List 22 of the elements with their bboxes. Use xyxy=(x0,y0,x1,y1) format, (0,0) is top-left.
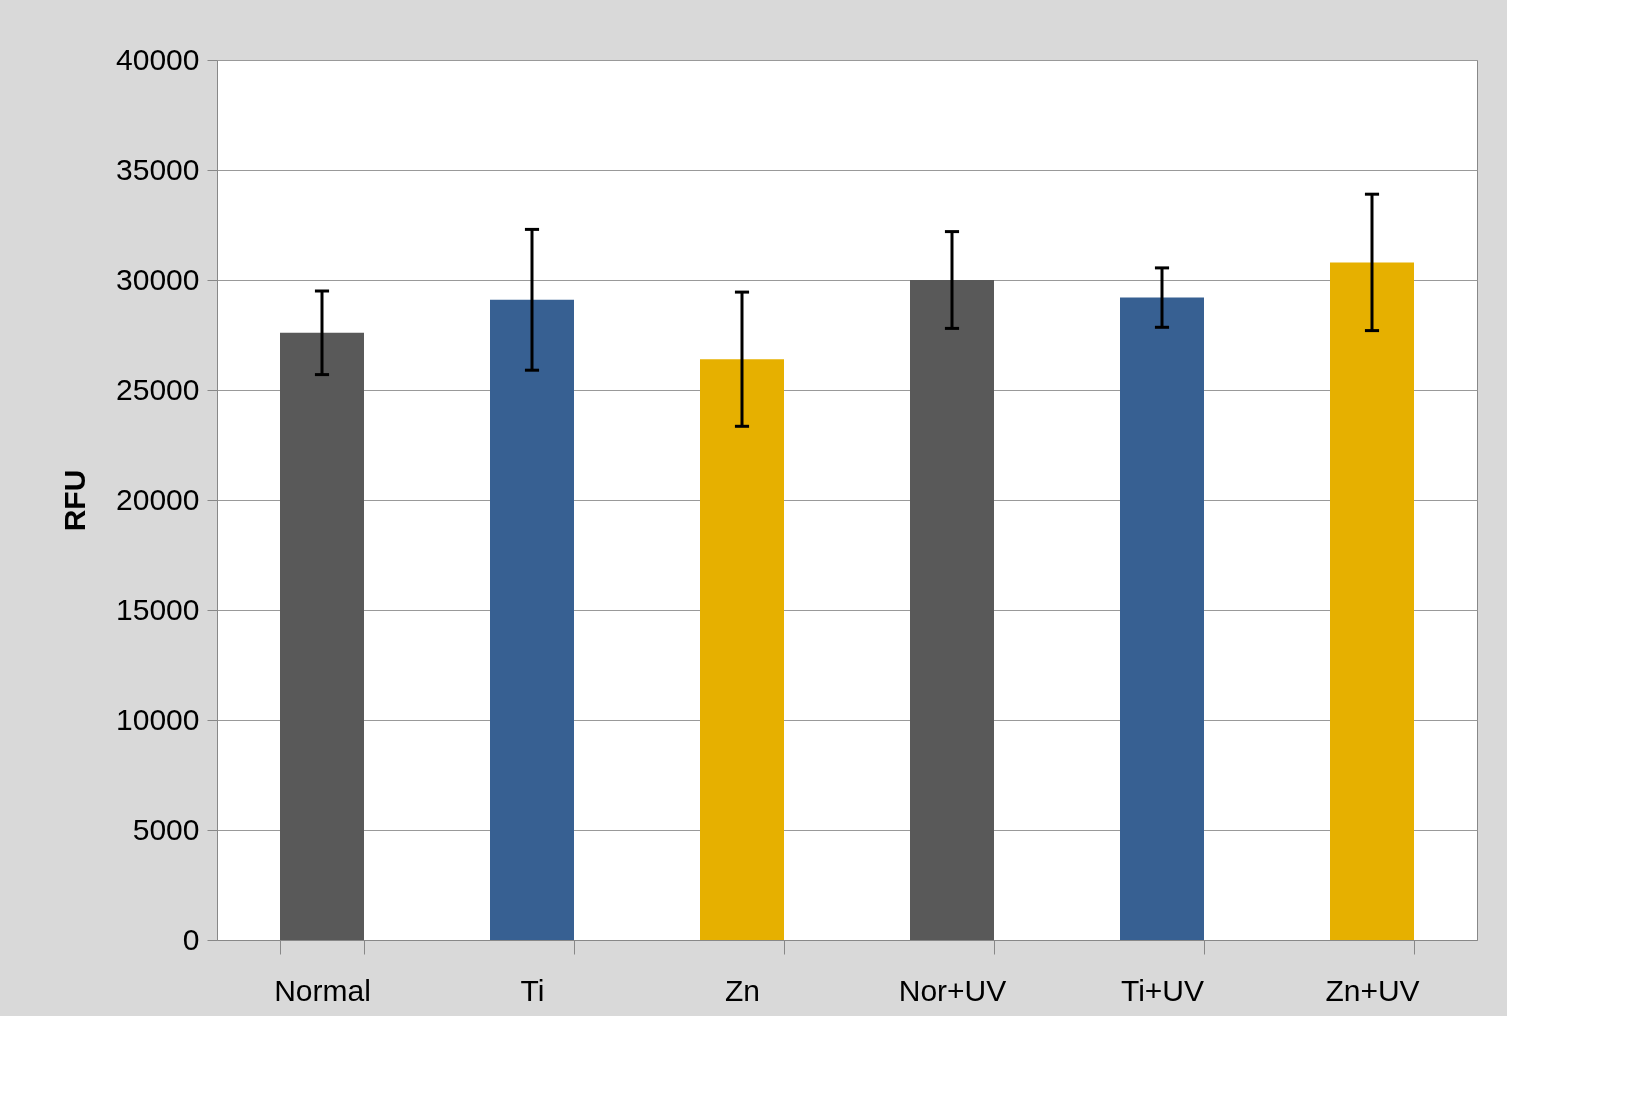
x-tick-label: Ti+UV xyxy=(1120,973,1205,1007)
y-tick-label: 5000 xyxy=(132,812,200,846)
x-tick-label: Zn xyxy=(724,973,761,1007)
bar xyxy=(700,359,784,940)
bar xyxy=(490,299,574,940)
bar xyxy=(910,280,994,940)
y-tick-label: 40000 xyxy=(116,42,200,76)
y-tick-label: 25000 xyxy=(116,372,200,406)
x-tick-label: Ti xyxy=(520,973,545,1007)
x-tick-label: Normal xyxy=(274,973,371,1007)
bar xyxy=(1120,297,1204,940)
y-tick-label: 20000 xyxy=(116,482,200,516)
y-tick-label: 0 xyxy=(182,922,200,956)
x-tick-label: Zn+UV xyxy=(1325,973,1420,1007)
y-tick-label: 15000 xyxy=(116,592,200,626)
x-tick-label: Nor+UV xyxy=(898,973,1007,1007)
bar xyxy=(280,332,364,940)
y-tick-label: 35000 xyxy=(116,152,200,186)
y-tick-label: 10000 xyxy=(116,702,200,736)
y-tick-label: 30000 xyxy=(116,262,200,296)
y-axis-title: RFU xyxy=(58,469,92,532)
bar xyxy=(1330,262,1414,940)
